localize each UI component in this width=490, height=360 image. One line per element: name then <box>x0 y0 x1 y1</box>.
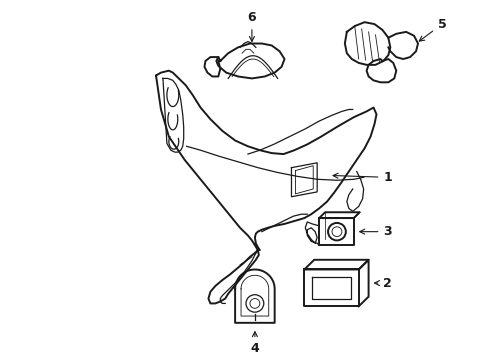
Text: 5: 5 <box>419 18 446 41</box>
Text: 6: 6 <box>247 11 256 41</box>
Text: 2: 2 <box>374 276 392 289</box>
Text: 1: 1 <box>333 171 392 184</box>
Text: 3: 3 <box>360 225 392 238</box>
Text: 4: 4 <box>250 332 259 355</box>
